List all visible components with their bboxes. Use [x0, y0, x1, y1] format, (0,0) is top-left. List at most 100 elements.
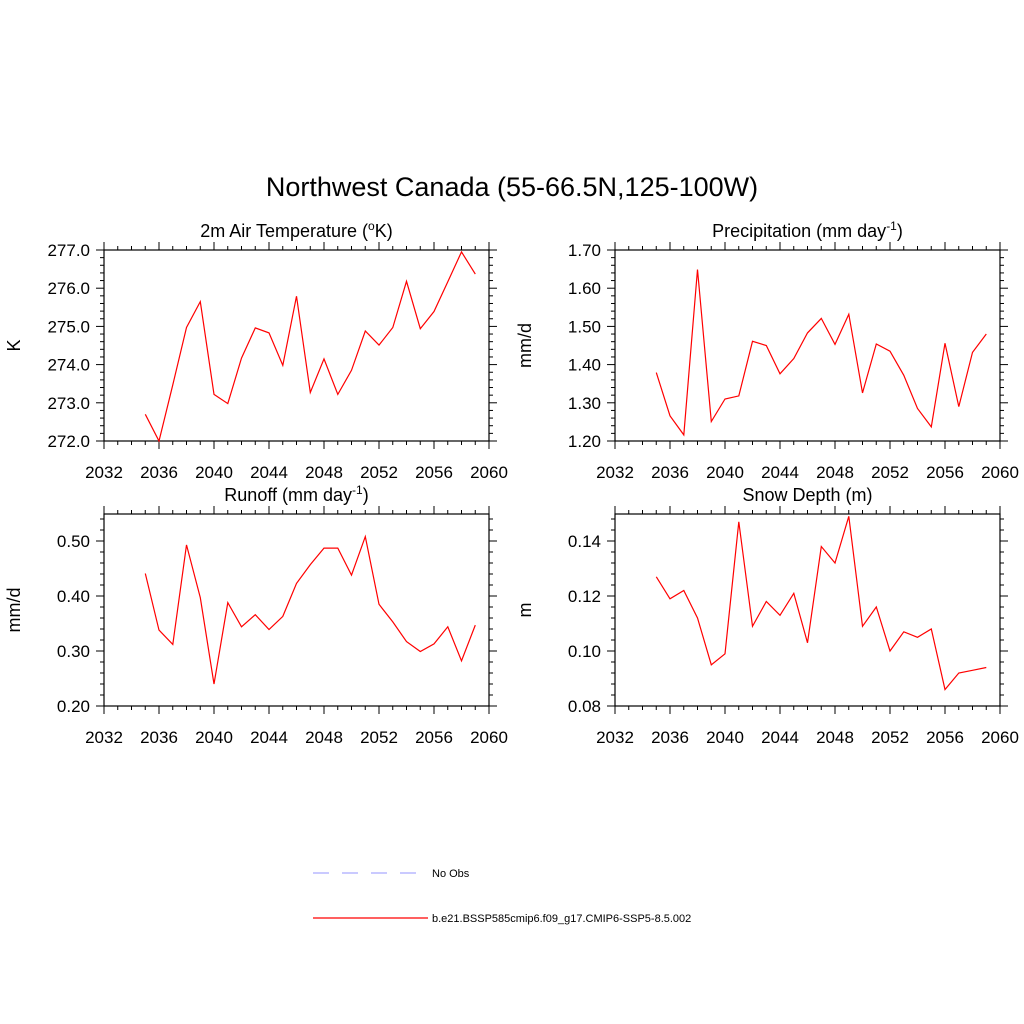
data-point: [669, 598, 671, 600]
data-point: [930, 628, 932, 630]
data-point: [806, 642, 808, 644]
data-point: [875, 343, 877, 345]
data-point: [295, 295, 297, 297]
data-point: [820, 317, 822, 319]
y-tick-label: 0.12: [568, 587, 601, 606]
data-point: [765, 344, 767, 346]
y-tick-label: 0.10: [568, 642, 601, 661]
data-point: [185, 326, 187, 328]
x-tick-label: 2036: [651, 728, 689, 747]
panel-title-superscript: -1: [352, 483, 363, 497]
data-point: [655, 576, 657, 578]
data-point: [405, 280, 407, 282]
data-point: [419, 328, 421, 330]
data-point: [474, 624, 476, 626]
x-tick-label: 2052: [871, 728, 909, 747]
data-point: [199, 596, 201, 598]
panels: 2m Air Temperature (oK) K 2032 2036 2040 2044…: [4, 219, 1019, 747]
data-point: [751, 625, 753, 627]
data-point: [958, 405, 960, 407]
x-tick-label: 2056: [926, 728, 964, 747]
data-point: [295, 582, 297, 584]
plot-frame-precipitation: [614, 249, 1001, 442]
y-axis-label-runoff: mm/d: [4, 588, 24, 633]
x-tick-label: 2056: [415, 463, 453, 482]
data-point: [985, 333, 987, 335]
panel-title-superscript: o: [368, 219, 375, 233]
data-point: [364, 535, 366, 537]
data-point: [683, 589, 685, 591]
data-point: [240, 357, 242, 359]
series-line-precipitation: [655, 269, 987, 437]
data-point: [172, 643, 174, 645]
data-point: [834, 562, 836, 564]
data-point: [474, 273, 476, 275]
x-tick-label: 2044: [250, 728, 288, 747]
data-point: [806, 332, 808, 334]
x-tick-label: 2056: [415, 728, 453, 747]
data-point: [364, 330, 366, 332]
data-point: [683, 434, 685, 436]
y-tick-label: 273.0: [47, 394, 90, 413]
data-point: [254, 327, 256, 329]
data-point: [268, 628, 270, 630]
data-point: [227, 402, 229, 404]
panel-title-snow-depth: Snow Depth (m): [742, 485, 872, 505]
data-point: [793, 357, 795, 359]
y-tick-label: 1.60: [568, 279, 601, 298]
data-point: [710, 420, 712, 422]
data-point: [903, 374, 905, 376]
y-tick-label: 0.50: [57, 532, 90, 551]
data-point: [903, 631, 905, 633]
y-tick-label: 1.50: [568, 317, 601, 336]
panel-title-tail: ): [897, 221, 903, 241]
data-point: [213, 683, 215, 685]
data-point: [820, 545, 822, 547]
x-tick-label: 2056: [926, 463, 964, 482]
x-tick-label: 2032: [596, 728, 634, 747]
x-tick-label: 2048: [305, 728, 343, 747]
data-point: [350, 574, 352, 576]
x-tick-label: 2060: [470, 728, 508, 747]
x-tick-label: 2048: [816, 728, 854, 747]
data-point: [738, 521, 740, 523]
data-point: [738, 395, 740, 397]
data-point: [861, 625, 863, 627]
data-point: [930, 426, 932, 428]
x-tick-label: 2032: [85, 463, 123, 482]
series-line-runoff: [144, 534, 476, 685]
data-point: [861, 392, 863, 394]
x-tick-label: 2052: [360, 463, 398, 482]
data-point: [971, 351, 973, 353]
panel-temperature: 2m Air Temperature (oK) K 2032 2036 2040 2044…: [4, 219, 508, 482]
legend-label-model: b.e21.BSSP585cmip6.f09_g17.CMIP6-SSP5-8.…: [432, 913, 691, 925]
data-point: [971, 669, 973, 671]
data-point: [710, 664, 712, 666]
data-point: [834, 343, 836, 345]
data-point: [460, 660, 462, 662]
x-tick-label: 2048: [305, 463, 343, 482]
y-tick-label: 277.0: [47, 241, 90, 260]
data-point: [144, 413, 146, 415]
x-tick-label: 2032: [596, 463, 634, 482]
data-point: [309, 391, 311, 393]
y-axis-label-snow-depth: m: [515, 603, 535, 618]
data-point: [765, 600, 767, 602]
y-tick-label: 1.20: [568, 432, 601, 451]
data-point: [958, 672, 960, 674]
series-line-temperature: [144, 250, 476, 443]
panel-title-precipitation: Precipitation (mm day-1): [712, 219, 903, 241]
series-line-snow-depth: [655, 516, 987, 691]
data-point: [944, 342, 946, 344]
data-point: [392, 621, 394, 623]
data-point: [227, 601, 229, 603]
x-tick-label: 2048: [816, 463, 854, 482]
data-point: [337, 393, 339, 395]
data-point: [848, 515, 850, 517]
data-point: [185, 544, 187, 546]
x-tick-label: 2040: [195, 463, 233, 482]
panel-title-temperature: 2m Air Temperature (oK): [200, 219, 392, 241]
data-point: [199, 300, 201, 302]
data-point: [433, 643, 435, 645]
